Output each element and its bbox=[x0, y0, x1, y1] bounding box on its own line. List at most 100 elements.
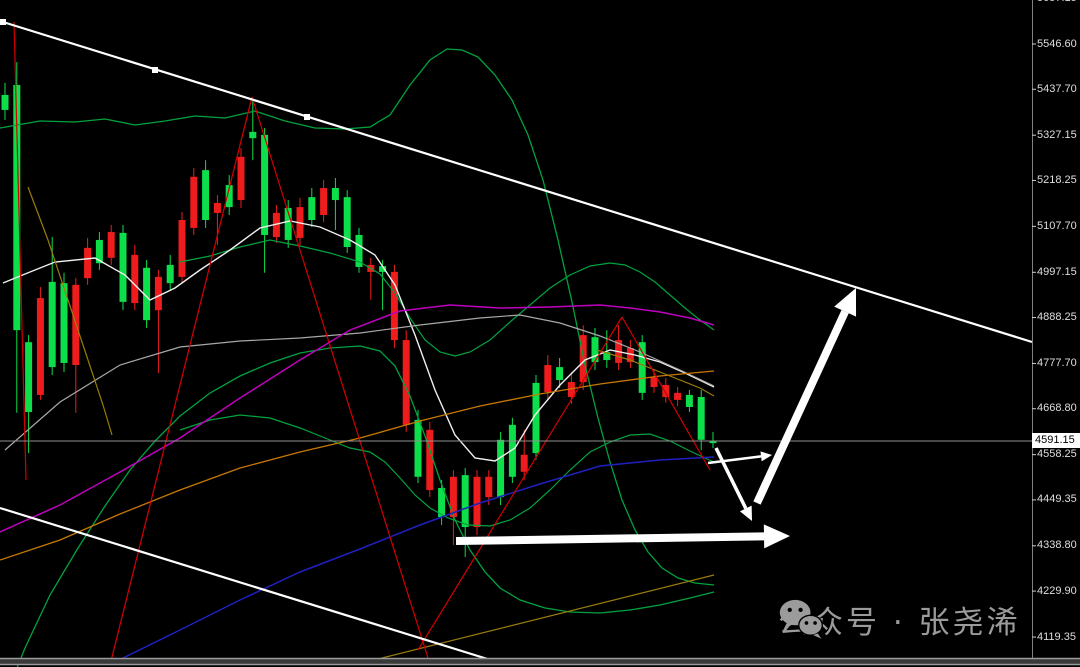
candle-body bbox=[591, 337, 599, 363]
price-axis-label: 4449.35 bbox=[1037, 493, 1077, 506]
candle-body bbox=[343, 197, 351, 248]
candle-body bbox=[674, 392, 682, 400]
ma-magenta bbox=[0, 304, 715, 533]
small-right-arrow[interactable] bbox=[707, 455, 762, 465]
candle-body bbox=[379, 266, 387, 272]
mid-down-arrow-head[interactable] bbox=[739, 505, 752, 521]
price-axis-label: 4997.15 bbox=[1037, 265, 1077, 278]
bottom-frame-strip[interactable] bbox=[0, 658, 1080, 665]
price-axis-label: 4229.90 bbox=[1037, 584, 1077, 597]
candle-body bbox=[331, 188, 339, 201]
current-price-tag: 4591.15 bbox=[1032, 433, 1080, 449]
trendline-handle[interactable] bbox=[304, 114, 310, 120]
channel-lower-trendline[interactable] bbox=[0, 506, 495, 663]
bb-upper-wide bbox=[0, 48, 715, 586]
olive-left bbox=[27, 186, 113, 436]
candle-body bbox=[60, 283, 68, 363]
candle-body bbox=[638, 342, 646, 393]
price-axis: 5657.15 5546.60 5437.70 5327.15 5218.25 5107.… bbox=[1032, 0, 1080, 667]
candle-body bbox=[485, 476, 493, 498]
candle-body bbox=[426, 429, 434, 491]
price-axis-label: 5546.60 bbox=[1037, 37, 1077, 50]
candle-body bbox=[166, 264, 174, 284]
wechat-icon bbox=[779, 599, 823, 639]
candle-body bbox=[36, 298, 44, 395]
candle-body bbox=[626, 347, 634, 363]
olive-trendline[interactable] bbox=[369, 574, 715, 662]
small-right-arrow-head[interactable] bbox=[760, 451, 772, 462]
big-right-arrow-head[interactable] bbox=[763, 524, 790, 549]
red-trendline[interactable] bbox=[109, 96, 253, 666]
candle-body bbox=[237, 156, 245, 201]
price-axis-label: 5327.15 bbox=[1037, 128, 1077, 141]
candle-body bbox=[272, 212, 280, 238]
candle-body bbox=[202, 170, 210, 221]
bb-fast-lower bbox=[179, 414, 715, 527]
candle-body bbox=[95, 239, 103, 264]
candle-body bbox=[107, 232, 115, 258]
candle-body bbox=[497, 439, 505, 498]
candle-body bbox=[225, 185, 233, 208]
price-axis-label: 4119.35 bbox=[1037, 630, 1076, 643]
candle-body bbox=[390, 271, 398, 341]
candle-body bbox=[662, 384, 670, 398]
ma-gray-slow bbox=[4, 314, 715, 451]
candle-body bbox=[25, 342, 33, 412]
red-trendline[interactable] bbox=[621, 316, 711, 471]
ma-gold bbox=[596, 349, 715, 397]
candle-body bbox=[508, 424, 516, 477]
price-axis-label: 4668.80 bbox=[1037, 402, 1077, 415]
price-axis-label: 4777.70 bbox=[1037, 356, 1077, 369]
channel-upper-trendline[interactable] bbox=[2, 20, 1033, 344]
candle-body bbox=[131, 254, 139, 304]
candle-body bbox=[119, 232, 127, 302]
bb-lower-wide bbox=[16, 345, 715, 667]
candle-body bbox=[438, 488, 446, 518]
candle-body bbox=[261, 134, 269, 235]
candle-body bbox=[473, 476, 481, 528]
candle-body bbox=[1, 94, 9, 110]
candle-body bbox=[697, 397, 705, 440]
candle-body bbox=[449, 476, 457, 518]
candle-body bbox=[213, 202, 221, 213]
price-axis-label: 4558.25 bbox=[1037, 448, 1077, 461]
candle-body bbox=[48, 281, 56, 368]
candle-body bbox=[709, 440, 717, 444]
red-trendline[interactable] bbox=[417, 316, 623, 651]
ma-orange bbox=[0, 370, 715, 561]
big-up-arrow-head[interactable] bbox=[834, 288, 857, 317]
price-axis-label: 4888.25 bbox=[1037, 311, 1077, 324]
ma-blue bbox=[114, 456, 715, 663]
mid-down-arrow[interactable] bbox=[714, 447, 748, 510]
candle-body bbox=[603, 352, 611, 361]
candle-body bbox=[650, 377, 658, 388]
trendline-handle[interactable] bbox=[152, 67, 158, 73]
candle-body bbox=[567, 382, 575, 398]
candle-body bbox=[556, 367, 564, 380]
candle-body bbox=[154, 276, 162, 311]
red-trendline[interactable] bbox=[251, 96, 429, 659]
candle-body bbox=[532, 382, 540, 454]
watermark: 公众号 · 张尧浠 bbox=[778, 597, 1021, 642]
candle-body bbox=[249, 131, 257, 139]
candle-body bbox=[320, 188, 328, 216]
price-axis-label: 5218.25 bbox=[1037, 173, 1077, 186]
big-up-arrow[interactable] bbox=[753, 309, 849, 505]
candle-body bbox=[84, 247, 92, 279]
candle-body bbox=[178, 220, 186, 277]
trendline-handle[interactable] bbox=[0, 19, 6, 25]
big-right-arrow[interactable] bbox=[455, 532, 765, 545]
candle-body bbox=[284, 207, 292, 240]
price-axis-label: 5107.70 bbox=[1037, 219, 1077, 232]
bb-fast-upper bbox=[179, 239, 715, 357]
candle-body bbox=[13, 84, 21, 331]
candle-body bbox=[190, 176, 198, 228]
candle-body bbox=[143, 267, 151, 321]
candle-body bbox=[355, 234, 363, 267]
candle-body bbox=[544, 365, 552, 393]
ma-white-fast bbox=[2, 220, 715, 462]
candle-body bbox=[461, 475, 469, 528]
red-trendline[interactable] bbox=[13, 21, 27, 481]
